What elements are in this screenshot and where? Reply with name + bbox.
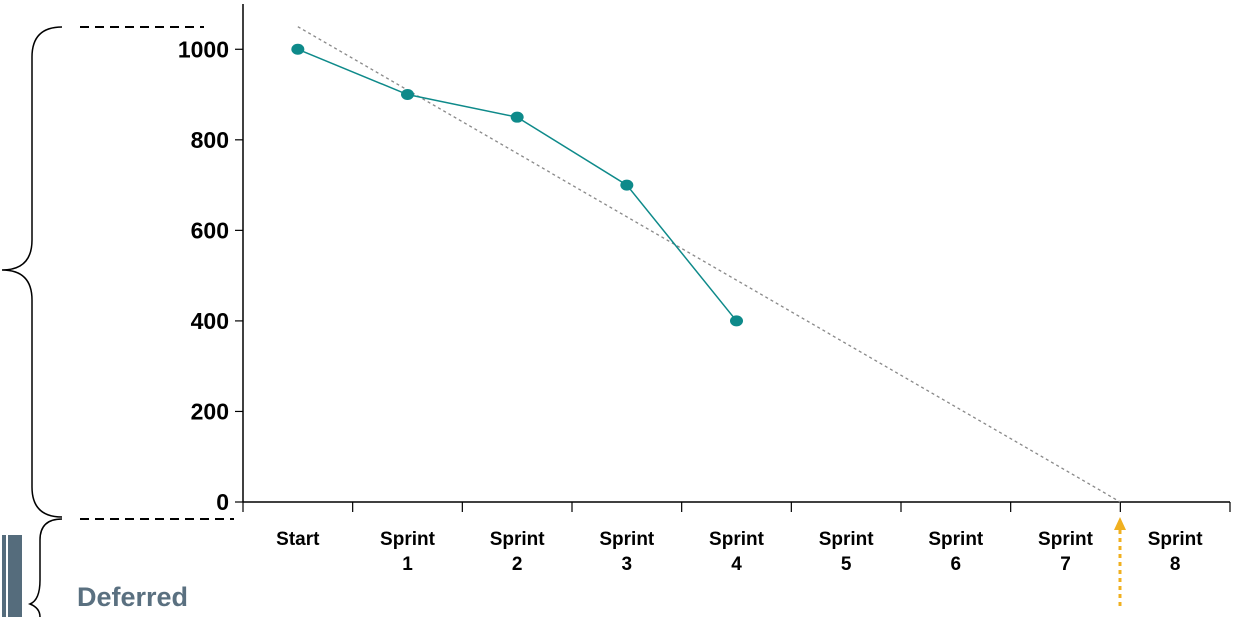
brace <box>27 518 63 617</box>
x-tick-label: Sprint 1 <box>380 529 435 575</box>
x-tick-label: Start <box>276 529 320 550</box>
data-point <box>620 179 634 191</box>
x-tick-label: Sprint 3 <box>599 529 655 575</box>
y-tick-label: 400 <box>191 308 229 334</box>
x-tick-label: Sprint 4 <box>709 529 764 575</box>
x-tick-label: Sprint 7 <box>1038 529 1093 575</box>
y-tick-label: 200 <box>191 399 229 425</box>
data-point <box>291 43 305 55</box>
y-tick-label: 1000 <box>178 36 229 62</box>
annotation: Deferred <box>77 582 189 612</box>
y-tick-label: 800 <box>191 127 229 153</box>
arrow-head <box>1114 517 1126 530</box>
y-tick-label: 0 <box>216 489 229 515</box>
x-tick-label: Sprint 2 <box>489 529 545 575</box>
x-tick-label: Sprint 5 <box>818 529 874 575</box>
data-point <box>510 111 524 123</box>
data-point <box>401 89 414 101</box>
data-point <box>730 315 743 327</box>
x-tick-label: Sprint 6 <box>928 529 984 575</box>
y-tick-label: 600 <box>191 217 229 243</box>
brace <box>1 26 63 518</box>
series-line <box>297 48 738 322</box>
x-tick-label: Sprint 8 <box>1147 529 1203 575</box>
bar-decoration <box>2 535 6 617</box>
trend-line <box>297 26 1121 503</box>
bar-decoration <box>8 535 22 617</box>
